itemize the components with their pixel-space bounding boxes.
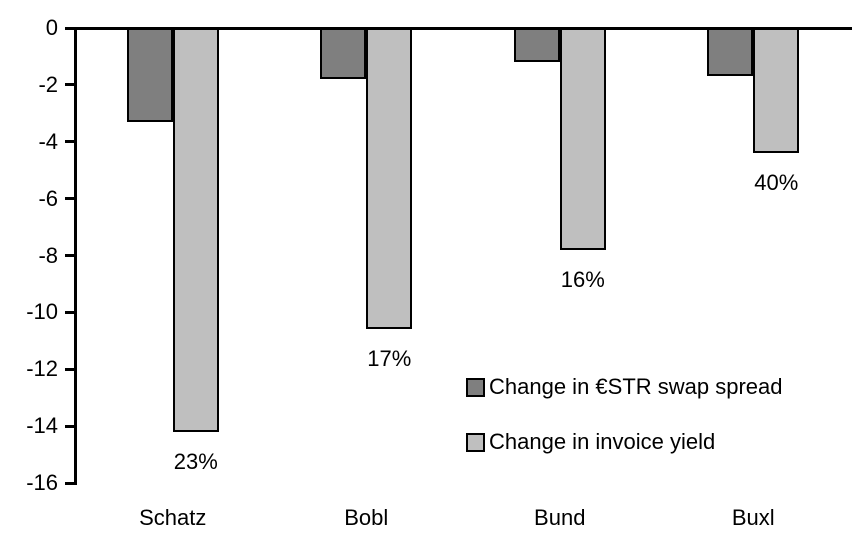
- y-tick-mark: [65, 140, 75, 144]
- bar-swap-spread-buxl: [707, 28, 754, 77]
- y-tick-label: -14: [26, 413, 58, 439]
- y-tick-mark: [65, 481, 75, 485]
- y-tick-mark: [65, 26, 75, 30]
- legend-swatch-swap-spread-icon: [466, 377, 485, 397]
- y-tick-mark: [65, 310, 75, 314]
- bar-invoice-yield-buxl: [753, 28, 800, 154]
- y-tick-label: 0: [45, 15, 58, 40]
- data-label-buxl: 40%: [754, 170, 799, 196]
- y-tick-label: -2: [38, 71, 58, 97]
- x-axis-label-buxl: Buxl: [731, 505, 775, 530]
- legend-label-swap-spread: Change in €STR swap spread: [489, 374, 783, 399]
- x-axis-label-bund: Bund: [534, 505, 586, 530]
- y-axis-line: [74, 26, 77, 485]
- y-tick-label: -10: [26, 299, 58, 325]
- y-tick-label: -6: [38, 185, 58, 211]
- y-tick-label: -8: [38, 242, 58, 268]
- x-axis-label-bobl: Bobl: [344, 505, 389, 530]
- legend-swatch-invoice-yield-icon: [466, 432, 485, 452]
- y-tick-label: -4: [38, 128, 58, 154]
- bar-invoice-yield-bund: [559, 28, 606, 250]
- bar-swap-spread-bobl: [320, 28, 367, 80]
- y-tick-label: -12: [26, 356, 58, 382]
- y-tick-mark: [65, 424, 75, 428]
- y-tick-mark: [65, 367, 75, 371]
- x-axis-label-schatz: Schatz: [139, 505, 207, 530]
- legend-item-swap-spread: Change in €STR swap spread: [466, 374, 783, 400]
- y-tick-mark: [65, 83, 75, 87]
- y-tick-mark: [65, 197, 75, 201]
- bar-swap-spread-bund: [513, 28, 560, 63]
- zero-baseline: [74, 26, 852, 30]
- bar-invoice-yield-bobl: [366, 28, 413, 330]
- legend: Change in €STR swap spread Change in inv…: [466, 374, 783, 484]
- y-tick-label: -16: [26, 470, 58, 495]
- y-tick-mark: [65, 254, 75, 257]
- bar-invoice-yield-schatz: [172, 28, 219, 432]
- data-label-bobl: 17%: [367, 346, 412, 372]
- data-label-bund: 16%: [560, 266, 605, 292]
- bar-swap-spread-schatz: [126, 28, 173, 122]
- data-label-schatz: 23%: [173, 448, 218, 474]
- legend-label-invoice-yield: Change in invoice yield: [489, 429, 716, 454]
- legend-item-invoice-yield: Change in invoice yield: [466, 429, 783, 455]
